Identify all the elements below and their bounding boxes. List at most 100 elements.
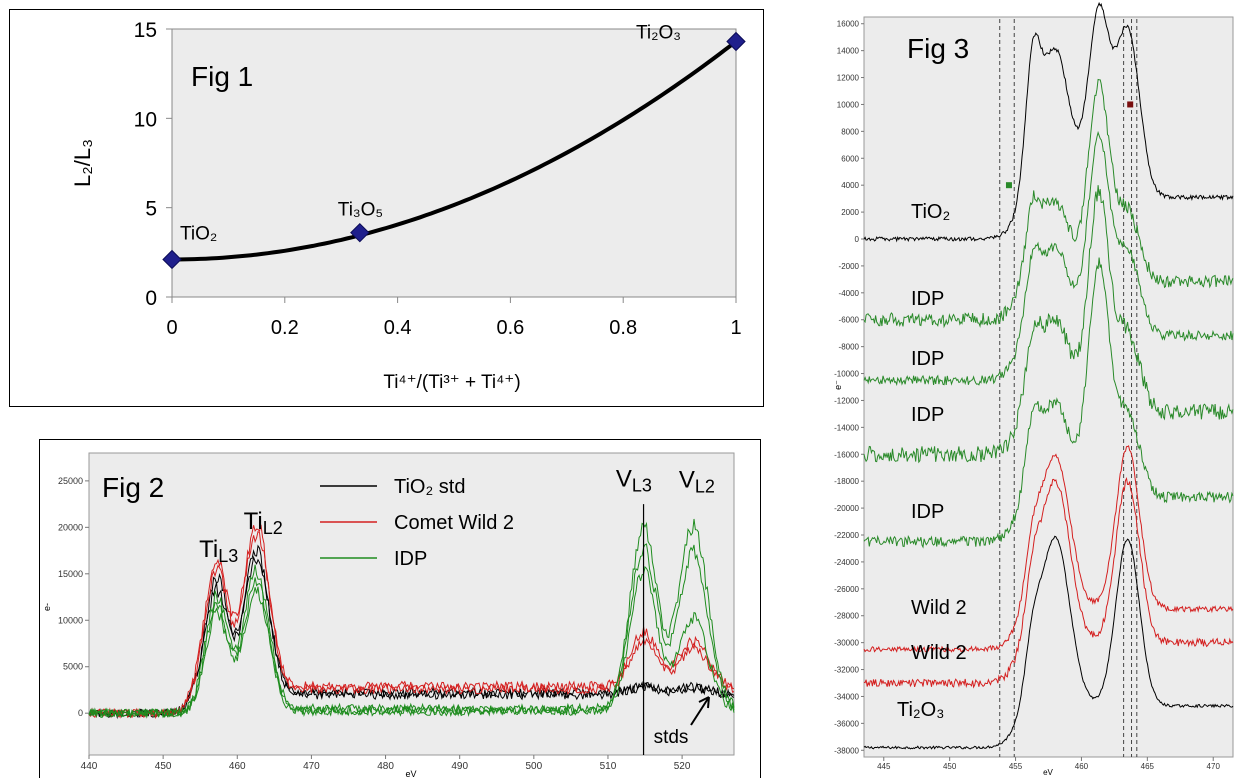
fig1-y-axis-label: L₂/L₃ [70,139,95,187]
fig3-y-tick-label: 0 [855,235,860,244]
fig3-series-line [863,445,1234,654]
fig2-peak-label: VL2 [679,466,715,496]
fig1-data-point [726,31,746,52]
fig3-y-axis-label: e⁻ [833,380,843,390]
fig3-y-tick-label: 10000 [837,100,860,109]
fig3-y-tick-label: -32000 [834,666,859,675]
fig1-point-label: Ti₃O₅ [338,200,383,221]
fig2-x-tick-label: 480 [377,761,394,772]
fig3-y-tick-label: -38000 [834,746,859,755]
fig3-series-label: IDP [911,348,944,370]
fig2-series-line [88,566,735,719]
fig3-y-tick-label: -26000 [834,585,859,594]
fig2-x-tick-label: 510 [600,761,617,772]
fig3-y-tick-label: -6000 [839,316,860,325]
fig3-series-line [863,78,1234,329]
fig2-x-axis-label: eV [405,769,416,778]
fig2-x-tick-label: 440 [81,761,98,772]
fig1-x-tick-label: 0.6 [496,317,524,339]
fig2-y-tick-label: 25000 [58,476,83,486]
fig2-y-tick-label: 5000 [63,662,83,672]
fig3-series-label: Wild 2 [911,597,967,619]
fig2-series-line [88,518,735,719]
fig2-label: Fig 2 [102,472,164,503]
fig1-x-tick-label: 0.4 [384,317,412,339]
fig3-x-tick-label: 460 [1075,762,1089,771]
fig3-series-line [863,130,1234,387]
fig2-y-tick-label: 15000 [58,569,83,579]
fig2-peak-label-sub: L2 [263,518,283,538]
fig3-y-tick-label: -20000 [834,504,859,513]
fig1-plot-area [171,28,737,298]
fig2-peak-label: TiL2 [244,508,283,538]
fig3-y-tick-label: -28000 [834,612,859,621]
fig3-label: Fig 3 [907,33,969,64]
fig3-series-label: TiO₂ [911,201,950,223]
fig3-y-tick-label: 2000 [841,208,859,217]
fig3-y-tick-label: -4000 [839,289,860,298]
fig2-peak-label-sub: L3 [632,475,652,495]
fig2-legend-label: Comet Wild 2 [394,512,514,534]
fig3-x-tick-label: 455 [1009,762,1023,771]
fig2-plot-area [88,452,735,756]
fig1-point-label: Ti₂O₃ [636,23,681,44]
fig3-series-line [863,476,1234,689]
fig2-peak-label: TiL3 [199,536,238,566]
fig2-series-line [88,530,735,719]
fig3-x-tick-label: 465 [1141,762,1155,771]
fig3-y-tick-label: -22000 [834,531,859,540]
fig2-series-line [88,524,735,720]
fig3-series-line [863,1,1234,243]
fig3-plot-area [863,16,1234,758]
fig1-x-axis-label: Ti⁴⁺/(Ti³⁺ + Ti⁴⁺) [383,372,520,393]
fig2-peak-label-base: Ti [199,536,218,563]
fig3-y-tick-label: -10000 [834,370,859,379]
fig1-x-tick-label: 0.8 [609,317,637,339]
fig2-x-tick-label: 520 [674,761,691,772]
fig3-x-tick-label: 470 [1207,762,1221,771]
fig2-x-tick-label: 470 [303,761,320,772]
fig3-y-tick-label: -2000 [839,262,860,271]
fig3-point-marker [1127,101,1134,108]
fig1-x-tick-label: 0 [166,317,177,339]
fig3-y-tick-label: 4000 [841,181,859,190]
fig1-y-tick-label: 15 [134,19,157,42]
fig2-legend: TiO₂ std Comet Wild 2 IDP [320,476,514,570]
fig1-x-tick-label: 1 [730,317,741,339]
fig3-x-tick-label: 450 [943,762,957,771]
fig2-x-tick-label: 500 [525,761,542,772]
fig2-legend-label: TiO₂ std [394,476,465,498]
fig2-peak-label-sub: L2 [695,476,715,496]
fig2-x-tick-label: 450 [155,761,172,772]
fig2-x-tick-label: 460 [229,761,246,772]
fig3-y-tick-label: -30000 [834,639,859,648]
fig1-y-tick-label: 5 [145,198,157,221]
fig3-y-tick-label: -18000 [834,477,859,486]
fig3-chart: 445 450 455 460 465 470 16000 14000 12000 10000 80… [833,1,1234,777]
fig2-y-tick-label: 0 [78,708,83,718]
fig3-series-line [863,185,1234,464]
fig2-peak-label-sub: L3 [218,546,238,566]
fig1-data-point [350,222,370,243]
fig3-y-tick-label: -34000 [834,692,859,701]
fig1-point-label: TiO₂ [180,223,217,244]
fig3-y-tick-label: -24000 [834,558,859,567]
fig2-stds-arrow [690,696,710,726]
fig3-series-label: IDP [911,404,944,426]
fig3-series-line [863,535,1234,750]
fig3-y-tick-label: -12000 [834,396,859,405]
fig2-peak-label: VL3 [616,465,652,495]
fig3-y-tick-label: 12000 [837,74,860,83]
fig2-y-tick-label: 10000 [58,615,83,625]
fig2-legend-label: IDP [394,548,427,570]
fig3-x-tick-label: 445 [877,762,891,771]
fig3-y-tick-label: -14000 [834,423,859,432]
fig2-peak-label-base: V [616,465,632,492]
fig2-peak-label-base: V [679,466,695,493]
fig3-y-tick-label: 6000 [841,154,859,163]
fig3-point-marker [1005,182,1012,189]
fig2-chart: 440 450 460 470 480 490 500 510 520 0 5000 10000 150… [39,439,761,778]
fig2-x-tick-label: 490 [451,761,468,772]
fig1-fit-curve [172,39,738,262]
fig3-y-tick-label: 8000 [841,127,859,136]
